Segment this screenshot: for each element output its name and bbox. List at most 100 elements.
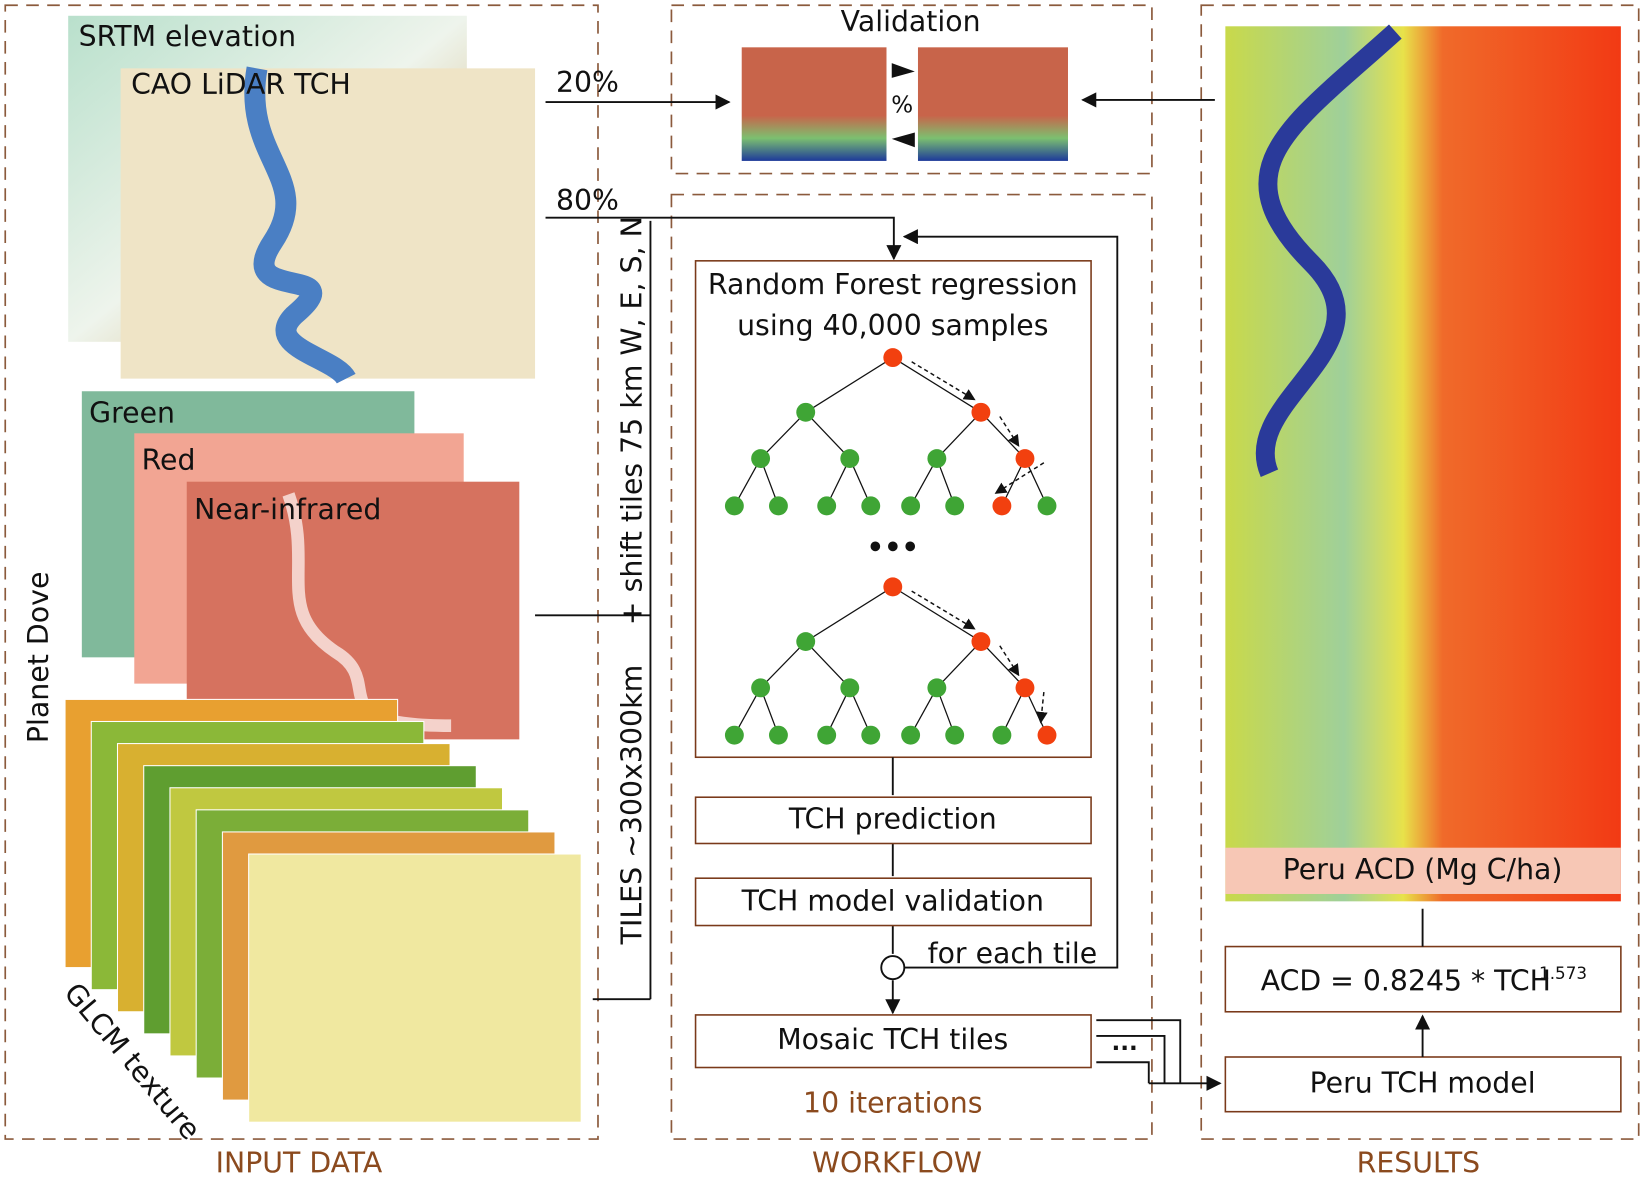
tree-edge bbox=[760, 641, 807, 689]
tree-edge bbox=[805, 586, 894, 643]
tree-edge bbox=[892, 586, 982, 643]
path-arrow bbox=[1035, 691, 1048, 724]
validation-map bbox=[917, 47, 1068, 161]
tree-edge bbox=[936, 641, 982, 689]
tree-edge bbox=[892, 357, 982, 413]
connector bbox=[1096, 1019, 1220, 1083]
tree-node bbox=[945, 725, 965, 745]
panel-frame bbox=[670, 4, 1153, 175]
tree-node bbox=[751, 449, 771, 469]
tree-node bbox=[840, 678, 860, 698]
arrow bbox=[545, 216, 902, 261]
tree-node bbox=[817, 496, 837, 516]
path-arrow bbox=[911, 590, 976, 630]
compare-arrow bbox=[891, 63, 915, 148]
tree-edge bbox=[936, 411, 982, 459]
map-label-band bbox=[1225, 847, 1621, 894]
panel-frame bbox=[4, 4, 599, 1140]
tree-node bbox=[724, 496, 744, 516]
tree-node bbox=[861, 725, 881, 745]
tree-node bbox=[992, 496, 1012, 516]
step-label: Mosaic TCH tiles bbox=[777, 1023, 1008, 1056]
tree-node bbox=[768, 496, 788, 516]
glcm-layer bbox=[248, 853, 582, 1123]
step-box bbox=[694, 877, 1092, 927]
exponent: 1.573 bbox=[1539, 963, 1587, 983]
step-label: TCH prediction bbox=[788, 802, 997, 835]
map-label: Peru ACD (Mg C/ha) bbox=[1283, 853, 1563, 886]
tree-node bbox=[927, 678, 947, 698]
tree-node bbox=[796, 402, 816, 422]
path-arrow bbox=[999, 645, 1020, 677]
tree-edge bbox=[980, 411, 1026, 459]
glcm-stack bbox=[64, 698, 582, 1123]
more-tiles: ... bbox=[1111, 1030, 1137, 1056]
tree-node bbox=[1037, 725, 1057, 745]
rf-label: Random Forest regression bbox=[708, 268, 1078, 301]
loop-label: for each tile bbox=[928, 937, 1098, 970]
tree-node bbox=[883, 577, 903, 597]
tree-node bbox=[751, 678, 771, 698]
path-arrow bbox=[994, 462, 1045, 494]
trees bbox=[724, 348, 1057, 745]
tree-node bbox=[768, 725, 788, 745]
tree-node bbox=[724, 725, 744, 745]
validation-title: Validation bbox=[841, 5, 981, 38]
tree-node bbox=[883, 348, 903, 368]
nir-band bbox=[186, 481, 520, 740]
tree-edge bbox=[980, 641, 1026, 689]
axis-label: Planet Dove bbox=[22, 572, 55, 744]
step-box bbox=[694, 796, 1092, 845]
acd-map bbox=[1225, 26, 1621, 902]
river bbox=[244, 66, 356, 385]
tree-node bbox=[901, 496, 921, 516]
tree-node bbox=[840, 449, 860, 469]
image-label: Red bbox=[142, 444, 196, 477]
share-label: 80% bbox=[556, 184, 619, 217]
panel-label: RESULTS bbox=[1357, 1146, 1480, 1179]
rf-label: using 40,000 samples bbox=[737, 309, 1048, 342]
tree-edge bbox=[760, 411, 807, 459]
share-label: 20% bbox=[556, 66, 619, 99]
tree-node bbox=[927, 449, 947, 469]
loop-arrow bbox=[902, 229, 1119, 969]
tree-edge bbox=[805, 641, 851, 689]
image-label: Green bbox=[89, 396, 175, 429]
step-label: Peru TCH model bbox=[1310, 1066, 1536, 1099]
tree-node bbox=[1015, 449, 1035, 469]
ellipsis: ••• bbox=[867, 532, 919, 563]
image-label: Near-infrared bbox=[194, 493, 381, 526]
lidar-image bbox=[120, 68, 536, 379]
validation-map bbox=[741, 47, 887, 161]
panel-frame bbox=[1200, 4, 1640, 1140]
panel-frame bbox=[670, 193, 1153, 1140]
step-box bbox=[694, 1014, 1092, 1069]
rf-box bbox=[694, 260, 1092, 759]
tree-node bbox=[1015, 678, 1035, 698]
tree-edge bbox=[805, 411, 851, 459]
tree-node bbox=[971, 402, 991, 422]
step-box bbox=[1224, 1056, 1622, 1113]
iterations: 10 iterations bbox=[803, 1086, 982, 1119]
tree-node bbox=[1037, 496, 1057, 516]
tree-node bbox=[796, 632, 816, 652]
tree-node bbox=[945, 496, 965, 516]
tree-node bbox=[901, 725, 921, 745]
equation: ACD = 0.8245 * TCH bbox=[1261, 964, 1551, 997]
tree-node bbox=[992, 725, 1012, 745]
tile-note: TILES ~300x300km bbox=[616, 665, 649, 946]
path-arrow bbox=[911, 361, 976, 401]
validation-symbol: % bbox=[891, 93, 913, 119]
step-label: TCH model validation bbox=[741, 884, 1044, 917]
connector bbox=[535, 220, 652, 1001]
loop-node bbox=[880, 955, 906, 981]
path-arrow bbox=[999, 416, 1020, 447]
tile-note: + shift tiles 75 km W, E, S, N bbox=[616, 216, 649, 625]
image-label: CAO LiDAR TCH bbox=[131, 68, 351, 101]
tree-node bbox=[971, 632, 991, 652]
river bbox=[1255, 24, 1402, 477]
tree-node bbox=[861, 496, 881, 516]
image-label: SRTM elevation bbox=[79, 20, 296, 53]
panel-label: INPUT DATA bbox=[216, 1146, 383, 1179]
